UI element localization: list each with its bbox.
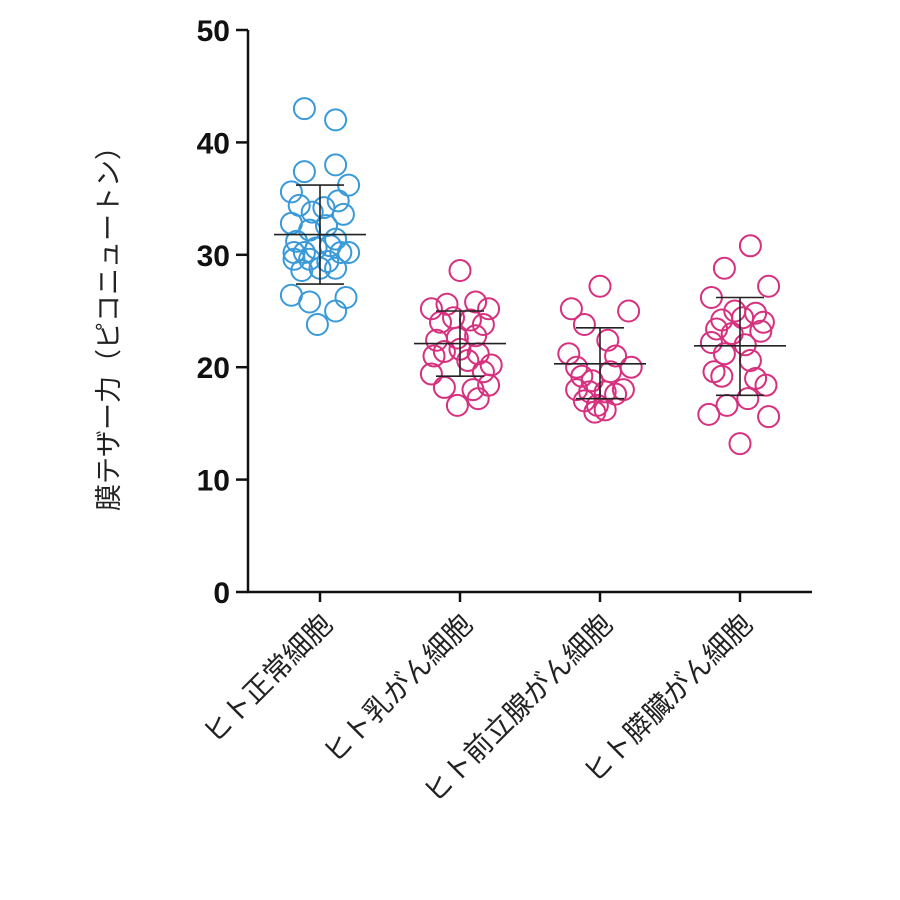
data-point [617,299,641,323]
data-point [738,234,762,258]
x-tick-label: ヒト正常細胞 [197,608,339,750]
data-point [583,400,607,424]
data-point [471,312,495,336]
data-point [324,299,348,323]
data-point [419,362,443,386]
data-point [292,160,316,184]
data-point [464,324,488,348]
data-point [290,259,314,283]
data-point [298,290,322,314]
data-point [300,200,324,224]
y-tick-label: 40 [197,127,230,160]
data-point [477,297,501,321]
data-point [456,348,480,372]
data-point [596,328,620,352]
data-point [316,250,340,274]
data-point [754,373,778,397]
data-point [305,312,329,336]
data-point [279,180,303,204]
data-point [749,319,773,343]
data-point [334,286,358,310]
data-point [699,330,723,354]
data-point [324,108,348,132]
data-point [705,317,729,341]
data-point [324,153,348,177]
y-axis-label: 膜テザー力（ピコニュートン） [94,133,125,511]
data-point [477,373,501,397]
data-point [697,402,721,426]
data-point [329,241,353,265]
y-tick-label: 10 [197,465,230,498]
data-point [471,360,495,384]
data-point [702,360,726,384]
data-point [445,326,469,350]
y-tick-label: 0 [213,577,230,610]
data-point [712,256,736,280]
data-point [432,375,456,399]
data-point [326,189,350,213]
data-point [337,241,361,265]
data-point [757,405,781,429]
data-point [751,310,775,334]
data-point [331,202,355,226]
data-point [292,97,316,121]
data-point [445,393,469,417]
data-point [619,355,643,379]
data-point [728,432,752,456]
data-point [466,387,490,411]
data-point [282,247,306,271]
data-point [744,301,768,325]
data-point [733,333,757,357]
chart-marks [279,97,781,456]
chart-labels: 01020304050膜テザー力（ピコニュートン）ヒト正常細胞ヒト乳がん細胞ヒト… [94,15,759,809]
data-point [712,342,736,366]
data-point [604,382,628,406]
x-tick-label: ヒト乳がん細胞 [317,608,479,770]
data-point [422,344,446,368]
data-point [432,339,456,363]
data-point [324,256,348,280]
data-point [324,227,348,251]
data-point [448,259,472,283]
y-tick-label: 50 [197,15,230,48]
data-point [604,344,628,368]
data-point [588,274,612,298]
chart-axes [236,28,812,602]
data-point [464,290,488,314]
y-tick-label: 20 [197,352,230,385]
chart-error-bars [274,184,786,400]
y-tick-label: 30 [197,240,230,273]
data-point [720,321,744,345]
data-point [565,378,589,402]
data-point [559,297,583,321]
data-point [572,312,596,336]
data-point [757,274,781,298]
data-point [593,380,617,404]
data-point [736,387,760,411]
data-point [570,364,594,388]
data-point [710,364,734,388]
